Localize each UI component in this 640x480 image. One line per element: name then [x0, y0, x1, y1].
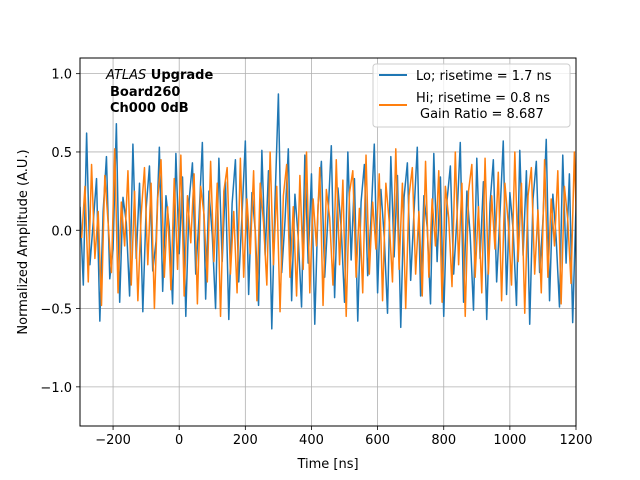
x-tick-label: −200 [95, 433, 131, 448]
legend-box [372, 63, 571, 128]
axes-frame [79, 57, 577, 427]
x-tick-label: 1000 [493, 433, 526, 448]
x-axis-label: Time [ns] [296, 457, 358, 472]
y-axis-label: Normalized Amplitude (A.U.) [16, 149, 31, 334]
legend: Lo; risetime = 1.7 ns Hi; risetime = 0.8… [372, 63, 571, 128]
annotation-line1: ATLAS Upgrade [105, 68, 213, 83]
annotation-board: Board260 [110, 85, 180, 100]
annotation: ATLAS Upgrade Board260 Ch000 0dB [105, 68, 213, 116]
x-tick-label: 400 [299, 433, 324, 448]
y-tick-label: −0.5 [40, 303, 72, 318]
y-tick-label: −1.0 [40, 381, 72, 396]
y-tick-label: 0.5 [51, 146, 72, 161]
x-tick-label: 800 [431, 433, 456, 448]
x-tick-label: 600 [365, 433, 390, 448]
ticks: −200 0 200 400 600 800 1000 1200 −1.0 −0.5 0.0 0.5 1… [40, 68, 592, 448]
series-line-hi [80, 148, 576, 318]
x-tick-label: 1200 [559, 433, 592, 448]
x-tick-label: 200 [233, 433, 258, 448]
annotation-experiment-suffix: Upgrade [146, 68, 213, 83]
y-tick-label: 0.0 [51, 224, 72, 239]
legend-label-hi: Hi; risetime = 0.8 ns [416, 91, 550, 106]
x-tick-label: 0 [175, 433, 183, 448]
legend-label-hi-gain: Gain Ratio = 8.687 [420, 107, 544, 122]
series-layer [80, 93, 576, 330]
annotation-experiment: ATLAS [105, 68, 146, 83]
legend-label-lo: Lo; risetime = 1.7 ns [416, 69, 552, 84]
annotation-channel: Ch000 0dB [110, 101, 189, 116]
y-tick-label: 1.0 [51, 68, 72, 83]
